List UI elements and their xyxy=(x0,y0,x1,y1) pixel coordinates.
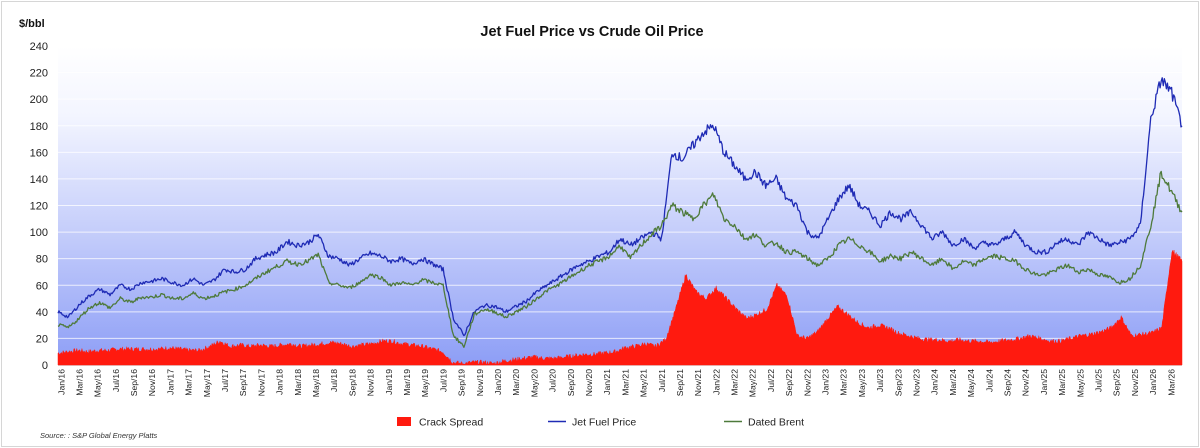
legend-label: Jet Fuel Price xyxy=(572,417,636,429)
series-dated-brent-line xyxy=(57,170,1183,348)
x-tick-label: Jan/19 xyxy=(384,369,394,395)
x-tick-label: May/16 xyxy=(93,369,103,397)
x-tick-label: Jul/22 xyxy=(766,369,776,392)
series-crack-spread-area xyxy=(57,249,1183,366)
x-tick-label: Jan/21 xyxy=(602,369,612,395)
x-tick-label: May/17 xyxy=(202,369,212,397)
y-axis-ticks: 0 20 40 60 80 100 120 140 160 180 200 220 240 xyxy=(30,41,48,372)
legend-label: Crack Spread xyxy=(419,417,483,429)
x-tick-label: May/24 xyxy=(966,369,976,397)
x-tick-label: May/22 xyxy=(748,369,758,397)
x-tick-label: May/25 xyxy=(1075,369,1085,397)
x-tick-label: Jul/20 xyxy=(548,369,558,392)
legend-item-dated-brent: Dated Brent xyxy=(724,417,804,429)
x-tick-label: May/20 xyxy=(529,369,539,397)
x-tick-label: Jan/26 xyxy=(1148,369,1158,395)
x-tick-label: Jul/16 xyxy=(111,369,121,392)
x-tick-label: Jan/20 xyxy=(493,369,503,395)
x-tick-label: Sep/16 xyxy=(129,369,139,396)
x-tick-label: Mar/19 xyxy=(402,369,412,396)
x-tick-label: Nov/19 xyxy=(475,369,485,396)
x-tick-label: Jul/17 xyxy=(220,369,230,392)
x-tick-label: May/23 xyxy=(857,369,867,397)
x-tick-label: Jul/19 xyxy=(438,369,448,392)
x-tick-label: Mar/25 xyxy=(1057,369,1067,396)
x-tick-label: May/19 xyxy=(420,369,430,397)
y-tick-label: 240 xyxy=(30,41,48,53)
y-tick-label: 200 xyxy=(30,94,48,106)
y-tick-label: 160 xyxy=(30,147,48,159)
x-tick-label: Jan/16 xyxy=(56,369,66,395)
x-tick-label: Sep/23 xyxy=(893,369,903,396)
series-jet-fuel-line xyxy=(57,77,1183,337)
x-tick-label: Jan/23 xyxy=(821,369,831,395)
source-note: Source: : S&P Global Energy Platts xyxy=(40,431,158,440)
y-tick-label: 0 xyxy=(42,360,48,372)
x-tick-label: Mar/18 xyxy=(293,369,303,396)
x-tick-label: Sep/20 xyxy=(566,369,576,396)
x-tick-label: Jan/17 xyxy=(165,369,175,395)
y-tick-label: 120 xyxy=(30,201,48,213)
legend-item-jet-fuel-price: Jet Fuel Price xyxy=(548,417,636,429)
x-tick-label: Nov/16 xyxy=(147,369,157,396)
x-axis-ticks: Jan/16 Mar/16 May/16 Jul/16 Sep/16 Nov/16 Jan/… xyxy=(56,369,1176,397)
x-tick-label: Jul/21 xyxy=(657,369,667,392)
x-tick-label: May/21 xyxy=(639,369,649,397)
y-tick-label: 20 xyxy=(36,333,48,345)
y-tick-label: 140 xyxy=(30,174,48,186)
chart-title: Jet Fuel Price vs Crude Oil Price xyxy=(480,24,703,40)
x-tick-label: Mar/17 xyxy=(184,369,194,396)
y-tick-label: 220 xyxy=(30,68,48,80)
x-tick-label: Sep/25 xyxy=(1112,369,1122,396)
legend-label: Dated Brent xyxy=(748,417,804,429)
x-tick-label: May/18 xyxy=(311,369,321,397)
x-tick-label: Sep/24 xyxy=(1002,369,1012,396)
x-tick-label: Mar/21 xyxy=(620,369,630,396)
x-tick-label: Sep/17 xyxy=(238,369,248,396)
y-tick-label: 180 xyxy=(30,121,48,133)
x-tick-label: Jul/18 xyxy=(329,369,339,392)
x-tick-label: Nov/24 xyxy=(1021,369,1031,396)
legend-item-crack-spread: Crack Spread xyxy=(397,417,483,429)
legend-swatch xyxy=(397,417,411,426)
x-tick-label: Nov/20 xyxy=(584,369,594,396)
x-tick-label: Nov/25 xyxy=(1130,369,1140,396)
legend: Crack Spread Jet Fuel Price Dated Brent xyxy=(397,417,804,429)
y-axis-unit-label: $/bbl xyxy=(19,18,45,30)
x-tick-label: Sep/19 xyxy=(457,369,467,396)
x-tick-label: Jan/22 xyxy=(711,369,721,395)
y-tick-label: 100 xyxy=(30,227,48,239)
x-tick-label: Nov/23 xyxy=(912,369,922,396)
x-tick-label: Nov/21 xyxy=(693,369,703,396)
y-tick-label: 40 xyxy=(36,307,48,319)
x-tick-label: Jan/25 xyxy=(1039,369,1049,395)
x-tick-label: Mar/20 xyxy=(511,369,521,396)
x-tick-label: Jul/25 xyxy=(1093,369,1103,392)
x-tick-label: Mar/16 xyxy=(74,369,84,396)
x-tick-label: Sep/21 xyxy=(675,369,685,396)
x-tick-label: Mar/22 xyxy=(730,369,740,396)
x-tick-label: Jan/24 xyxy=(930,369,940,395)
y-tick-label: 60 xyxy=(36,280,48,292)
x-tick-label: Nov/17 xyxy=(256,369,266,396)
x-tick-label: Sep/18 xyxy=(347,369,357,396)
plot-area xyxy=(57,45,1183,366)
x-tick-label: Nov/22 xyxy=(802,369,812,396)
x-tick-label: Mar/26 xyxy=(1166,369,1176,396)
x-tick-label: Jan/18 xyxy=(275,369,285,395)
x-tick-label: Sep/22 xyxy=(784,369,794,396)
x-tick-label: Jul/24 xyxy=(984,369,994,392)
x-tick-label: Mar/24 xyxy=(948,369,958,396)
y-tick-label: 80 xyxy=(36,254,48,266)
x-tick-label: Jul/23 xyxy=(875,369,885,392)
x-tick-label: Nov/18 xyxy=(366,369,376,396)
x-tick-label: Mar/23 xyxy=(839,369,849,396)
